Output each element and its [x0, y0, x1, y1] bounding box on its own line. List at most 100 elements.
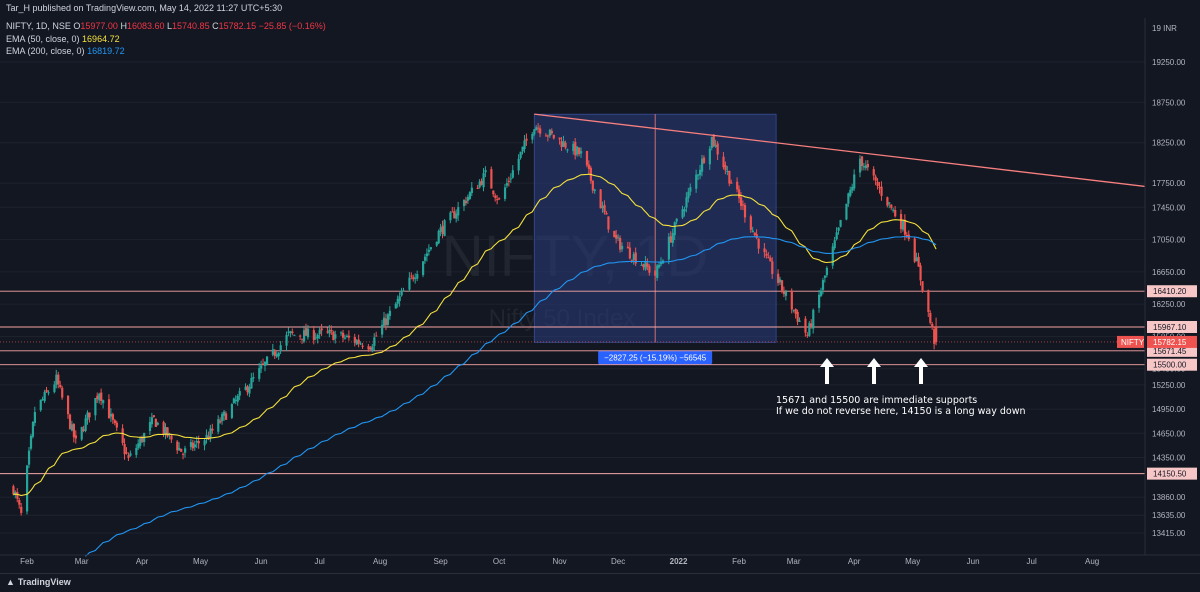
candle-body: [271, 349, 275, 355]
candle-body: [743, 205, 747, 218]
candle-body: [837, 227, 840, 231]
candle-body: [716, 143, 719, 155]
candle-body: [819, 290, 823, 296]
candle-body: [576, 146, 579, 155]
legend-ema50[interactable]: EMA (50, close, 0) 16964.72: [6, 34, 120, 44]
candles: [12, 123, 938, 516]
candle-body: [722, 156, 725, 168]
trendline[interactable]: [534, 113, 1151, 188]
candle-body: [886, 197, 889, 206]
candle-body: [917, 256, 920, 267]
candle-body: [205, 434, 208, 440]
candle-body: [669, 236, 672, 243]
legend-low: 15740.85: [172, 21, 210, 31]
candle-body: [197, 441, 200, 444]
price-tick-label: 13415.00: [1152, 529, 1186, 538]
candle-body: [533, 129, 536, 135]
candle-body: [866, 163, 869, 168]
candle-body: [833, 240, 836, 249]
time-tick-label: May: [905, 557, 920, 566]
candle-body: [697, 174, 700, 176]
candle-body: [872, 169, 875, 176]
candle-body: [864, 165, 868, 169]
candle-body: [291, 331, 294, 334]
candle-body: [384, 318, 388, 326]
time-tick-label: Sep: [433, 557, 448, 566]
candle-body: [402, 290, 405, 292]
candle-body: [605, 213, 608, 215]
candle-body: [86, 412, 89, 420]
candle-body: [299, 335, 302, 337]
candle-body: [724, 165, 727, 171]
candle-body: [537, 127, 540, 129]
candle-body: [901, 221, 905, 230]
candle-body: [27, 450, 31, 465]
candle-body: [20, 506, 23, 513]
candle-body: [591, 180, 594, 191]
candle-body: [632, 254, 635, 260]
candle-body: [780, 280, 784, 291]
candle-body: [98, 393, 101, 401]
candle-body: [496, 199, 499, 201]
candle-body: [41, 398, 44, 400]
candle-body: [164, 427, 167, 435]
time-axis: Feb Mar Apr May Jun Jul Aug Sep Oct Nov Dec 2022 Feb…: [0, 554, 1200, 566]
candle-body: [933, 328, 936, 344]
time-tick-label: Feb: [20, 557, 34, 566]
candle-body: [858, 158, 862, 173]
candle-body: [708, 148, 711, 165]
price-chart[interactable]: NIFTY, 1D Nifty 50 Index −2827.25 (−15.1…: [0, 18, 1200, 573]
candle-body: [150, 417, 154, 425]
legend-ema200[interactable]: EMA (200, close, 0) 16819.72: [6, 46, 125, 56]
candle-body: [53, 384, 56, 393]
candle-body: [558, 137, 561, 140]
candle-body: [137, 443, 140, 448]
time-tick-label: Dec: [611, 557, 625, 566]
candle-body: [332, 331, 335, 341]
candle-body: [72, 423, 76, 438]
time-tick-label: Jun: [967, 557, 980, 566]
price-tick-label: 14350.00: [1152, 454, 1186, 463]
legend-high: 16083.60: [126, 21, 165, 31]
candle-body: [648, 266, 651, 273]
tradingview-logo[interactable]: ▲ TradingView: [6, 577, 71, 587]
ema50-label: EMA (50, close, 0): [6, 34, 80, 44]
candle-body: [152, 415, 156, 417]
up-arrow-icon: [914, 358, 928, 384]
candle-body: [546, 135, 550, 137]
legend-symbol: NIFTY, 1D, NSE: [6, 21, 71, 31]
candle-body: [808, 323, 811, 336]
candle-body: [794, 308, 797, 314]
time-tick-label: Nov: [552, 557, 566, 566]
candle-body: [252, 376, 255, 379]
candle-body: [455, 213, 458, 219]
candle-body: [31, 421, 35, 437]
candle-body: [388, 310, 392, 316]
candle-body: [39, 399, 42, 411]
time-tick-label: Oct: [493, 557, 506, 566]
candle-body: [236, 395, 239, 402]
time-tick-label: Mar: [75, 557, 89, 566]
candle-body: [741, 204, 745, 206]
candle-body: [782, 291, 786, 295]
price-tick-label: 16250.00: [1152, 300, 1186, 309]
candle-body: [503, 187, 507, 199]
time-tick-label: Jul: [1027, 557, 1037, 566]
candle-body: [306, 328, 310, 338]
candle-body: [913, 238, 916, 262]
candle-body: [457, 207, 460, 216]
candle-body: [921, 281, 924, 292]
candle-body: [244, 386, 247, 390]
candle-body: [771, 261, 774, 274]
candle-body: [603, 205, 606, 213]
candle-body: [414, 277, 417, 279]
candle-body: [441, 225, 444, 234]
candle-body: [821, 280, 825, 290]
candle-body: [330, 329, 333, 331]
level-price-label: 16410.20: [1153, 287, 1187, 296]
candle-body: [521, 146, 524, 152]
candle-body: [340, 332, 343, 334]
price-tick-label: 14650.00: [1152, 429, 1186, 438]
candle-body: [408, 277, 411, 290]
candle-body: [16, 491, 19, 499]
